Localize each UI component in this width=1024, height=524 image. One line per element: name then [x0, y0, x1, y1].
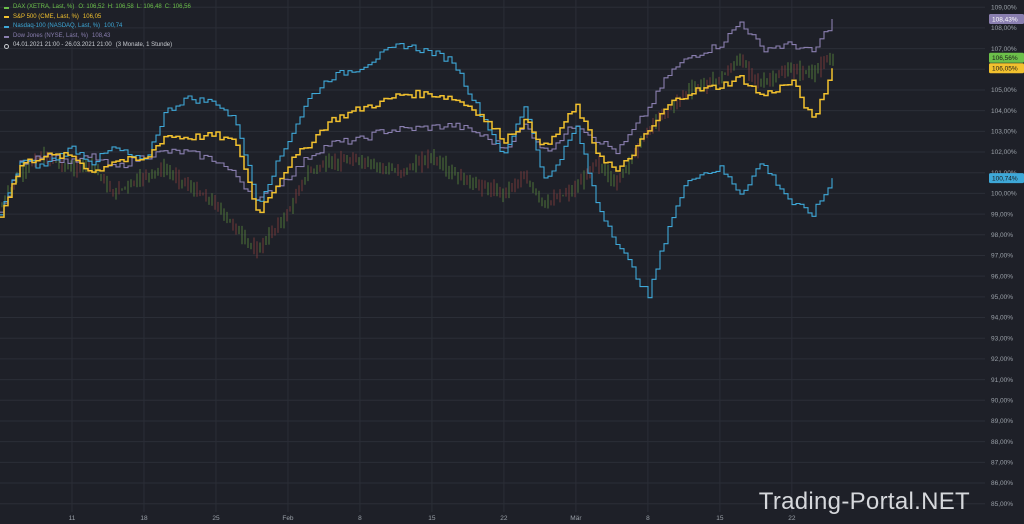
last-value-badges: 108,43% 106,56% 106,05% 100,74%	[989, 14, 1024, 184]
y-tick-label: 103,00%	[991, 129, 1017, 136]
legend-period: 04.01.2021 21:00 - 26.03.2021 21:00 (3 M…	[4, 41, 194, 51]
legend-nasdaq-value: 100,74	[104, 23, 123, 30]
y-tick-label: 94,00%	[991, 315, 1013, 322]
legend: DAX (XETRA, Last, %) O: 106,52 H: 106,58 L…	[4, 3, 194, 51]
dax-open: O: 106,52	[78, 4, 105, 10]
x-tick-label: Mär	[570, 515, 582, 522]
last-value-badge	[989, 173, 1024, 184]
x-tick-label: Feb	[282, 515, 294, 522]
series-lines	[0, 19, 833, 299]
legend-nasdaq-label: Nasdaq-100 (NASDAQ, Last, %)	[13, 23, 101, 30]
dax-high: H: 106,58	[107, 4, 134, 10]
legend-item-sp500[interactable]: S&P 500 (CME, Last, %) 106,05	[4, 13, 194, 23]
x-axis: 11 18 25 Feb 8 15 22 Mär 8 15 22	[69, 515, 796, 522]
dax-close: C: 106,56	[164, 4, 191, 10]
y-tick-label: 89,00%	[991, 418, 1013, 425]
y-tick-label: 100,00%	[991, 191, 1017, 198]
y-tick-label: 86,00%	[991, 480, 1013, 487]
x-tick-label: 15	[716, 515, 724, 522]
y-tick-label: 102,00%	[991, 149, 1017, 156]
y-tick-label: 99,00%	[991, 211, 1013, 218]
legend-item-dax[interactable]: DAX (XETRA, Last, %) O: 106,52 H: 106,58 L…	[4, 3, 194, 13]
dax-candles	[1, 52, 834, 259]
legend-dax-ohlc: O: 106,52 H: 106,58 L: 106,48 C: 106,56	[78, 3, 193, 13]
y-tick-label: 98,00%	[991, 232, 1013, 239]
y-tick-label: 92,00%	[991, 356, 1013, 363]
period-range: 04.01.2021 21:00 - 26.03.2021 21:00	[13, 42, 112, 49]
y-tick-label: 95,00%	[991, 294, 1013, 301]
legend-dow-label: Dow Jones (NYSE, Last, %)	[13, 32, 89, 39]
clock-icon	[4, 43, 9, 49]
y-tick-label: 105,00%	[991, 87, 1017, 94]
y-tick-label: 109,00%	[991, 4, 1017, 11]
x-tick-label: 22	[500, 515, 508, 522]
legend-dow-value: 108,43	[92, 32, 111, 39]
y-tick-label: 87,00%	[991, 460, 1013, 467]
last-value-badge-label: 106,05%	[992, 66, 1018, 73]
x-tick-label: 15	[428, 515, 436, 522]
last-value-badge-label: 100,74%	[992, 175, 1018, 182]
watermark: Trading-Portal.NET	[758, 488, 970, 515]
y-tick-label: 96,00%	[991, 273, 1013, 280]
nasdaq-color-swatch	[4, 25, 9, 28]
x-tick-label: 25	[212, 515, 220, 522]
legend-dax-label: DAX (XETRA, Last, %)	[13, 4, 75, 10]
legend-sp500-value: 106,05	[82, 13, 102, 20]
x-tick-label: 11	[69, 515, 76, 522]
last-value-badge	[989, 14, 1024, 25]
y-tick-label: 85,00%	[991, 501, 1013, 508]
legend-item-nasdaq[interactable]: Nasdaq-100 (NASDAQ, Last, %) 100,74	[4, 22, 194, 32]
y-tick-label: 97,00%	[991, 253, 1013, 260]
y-tick-label: 104,00%	[991, 108, 1017, 115]
legend-item-dow[interactable]: Dow Jones (NYSE, Last, %) 108,43	[4, 32, 194, 42]
y-tick-label: 88,00%	[991, 439, 1013, 446]
y-tick-label: 107,00%	[991, 46, 1017, 53]
last-value-badge	[989, 63, 1024, 74]
y-tick-label: 90,00%	[991, 397, 1013, 404]
period-detail: (3 Monate, 1 Stunde)	[115, 42, 173, 49]
x-tick-label: 8	[358, 515, 362, 522]
x-tick-label: 18	[140, 515, 148, 522]
last-value-badge	[989, 52, 1024, 63]
y-tick-label: 91,00%	[991, 377, 1013, 384]
last-value-badge-label: 108,43%	[992, 16, 1018, 23]
y-tick-label: 93,00%	[991, 335, 1013, 342]
legend-sp500-label: S&P 500 (CME, Last, %)	[13, 13, 79, 20]
y-tick-label: 108,00%	[991, 25, 1017, 32]
series-line-sp500	[0, 68, 833, 218]
dax-low: L: 106,48	[136, 4, 162, 10]
x-tick-label: 22	[788, 515, 796, 522]
last-value-badge-label: 106,56%	[992, 55, 1018, 62]
dax-color-swatch	[4, 6, 9, 9]
dow-color-swatch	[4, 35, 9, 38]
x-tick-label: 8	[646, 515, 650, 522]
series-line-nasdaq	[0, 43, 833, 299]
sp500-color-swatch	[4, 16, 9, 19]
